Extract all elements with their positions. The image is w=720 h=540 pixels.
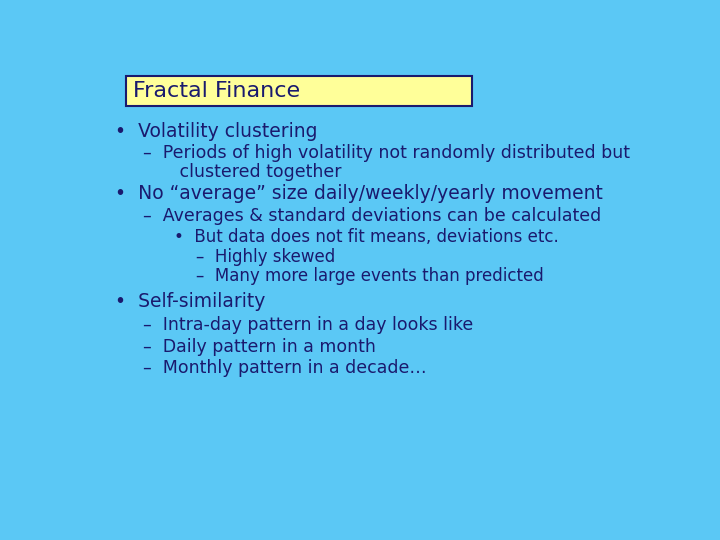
Text: •  Volatility clustering: • Volatility clustering [115,122,318,141]
Text: –  Periods of high volatility not randomly distributed but: – Periods of high volatility not randoml… [143,144,630,163]
Text: –  Monthly pattern in a decade…: – Monthly pattern in a decade… [143,359,427,377]
Text: clustered together: clustered together [163,163,341,181]
Text: •  No “average” size daily/weekly/yearly movement: • No “average” size daily/weekly/yearly … [115,184,603,203]
Text: •  But data does not fit means, deviations etc.: • But data does not fit means, deviation… [174,228,559,246]
Text: –  Averages & standard deviations can be calculated: – Averages & standard deviations can be … [143,207,601,225]
Text: –  Many more large events than predicted: – Many more large events than predicted [196,267,544,286]
Text: Fractal Finance: Fractal Finance [133,81,300,101]
FancyBboxPatch shape [126,76,472,106]
Text: •  Self-similarity: • Self-similarity [115,292,266,311]
Text: –  Daily pattern in a month: – Daily pattern in a month [143,338,376,356]
Text: –  Intra-day pattern in a day looks like: – Intra-day pattern in a day looks like [143,316,473,334]
Text: –  Highly skewed: – Highly skewed [196,248,336,266]
